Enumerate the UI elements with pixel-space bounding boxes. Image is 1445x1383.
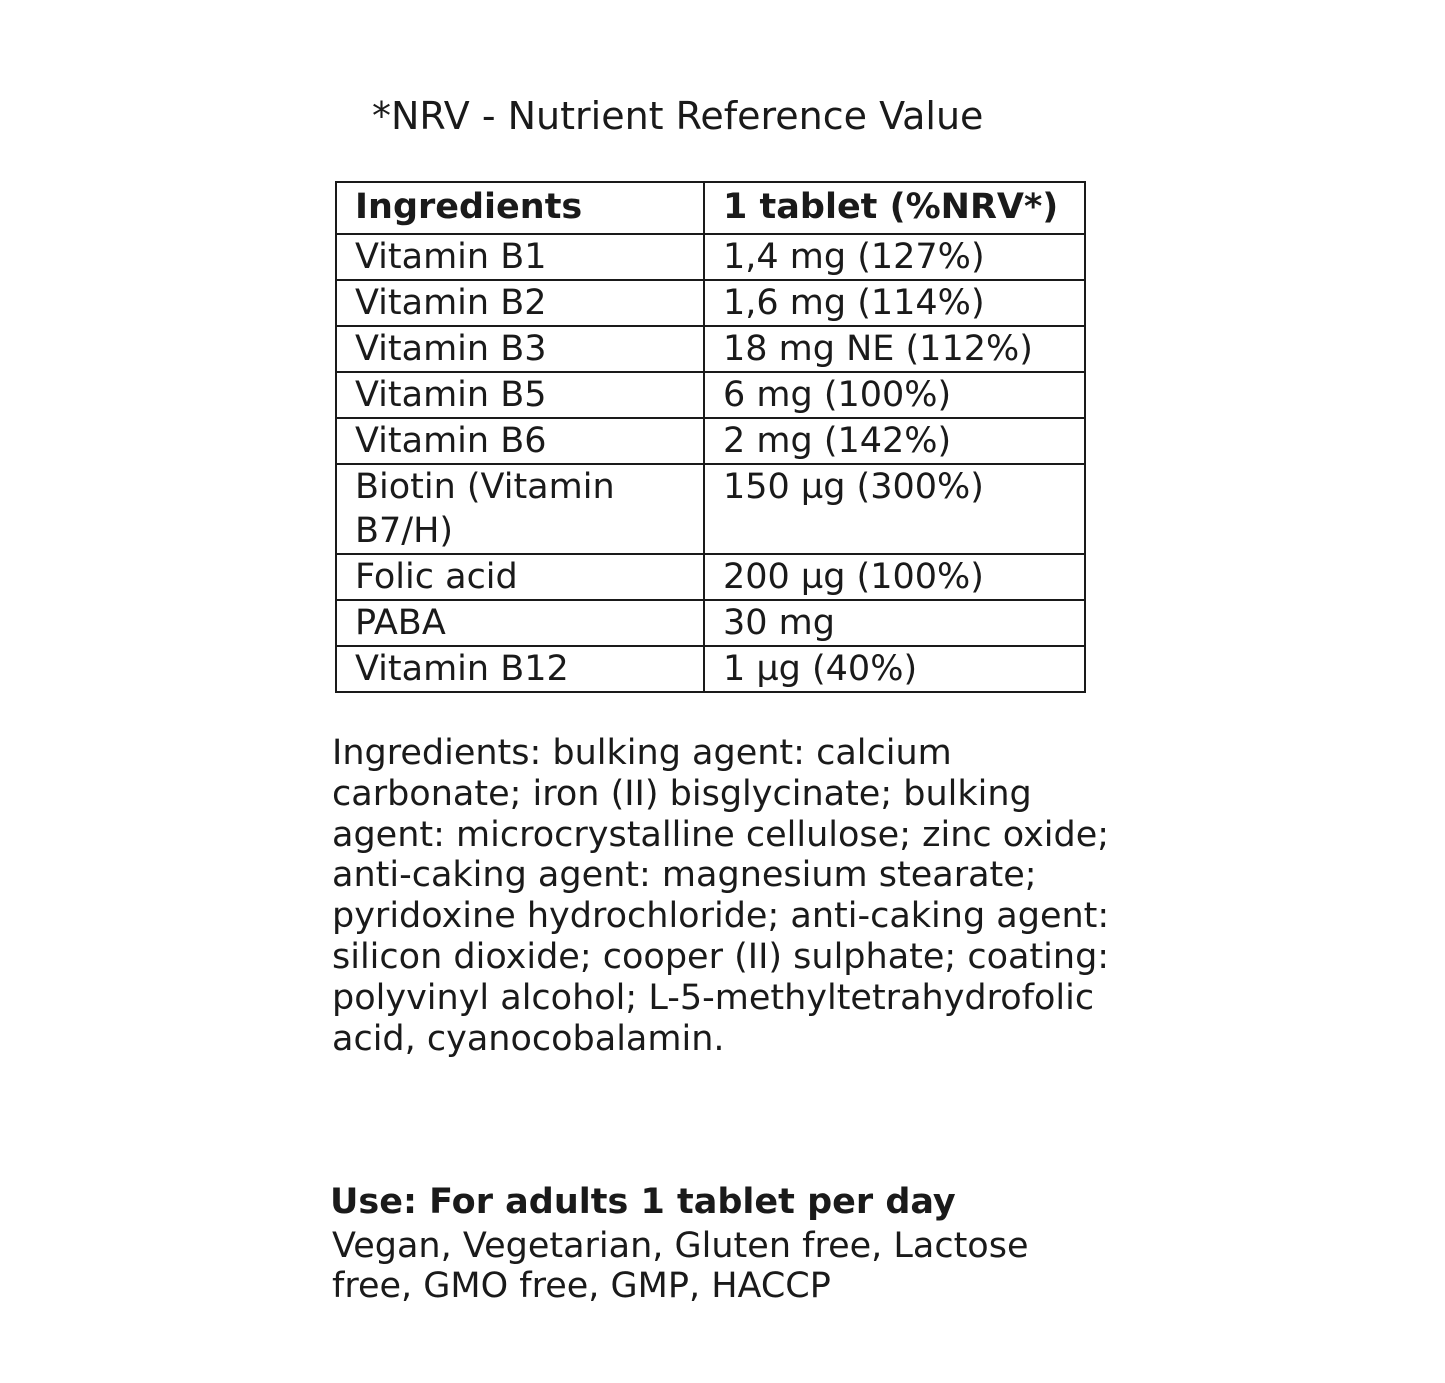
table-row: Vitamin B5 6 mg (100%) — [335, 371, 1086, 419]
ingredient-cell: Biotin (Vitamin B7/H) — [335, 463, 705, 555]
header-ingredients: Ingredients — [335, 181, 705, 235]
ingredient-cell: Vitamin B2 — [335, 279, 705, 327]
table-row: Folic acid 200 µg (100%) — [335, 553, 1086, 601]
amount-cell: 150 µg (300%) — [703, 463, 1086, 555]
ingredient-cell: Vitamin B3 — [335, 325, 705, 373]
amount-cell: 1,4 mg (127%) — [703, 233, 1086, 281]
amount-cell: 200 µg (100%) — [703, 553, 1086, 601]
amount-cell: 6 mg (100%) — [703, 371, 1086, 419]
table-header: Ingredients 1 tablet (%NRV*) — [335, 181, 1086, 235]
table-row: Vitamin B3 18 mg NE (112%) — [335, 325, 1086, 373]
ingredient-cell: Vitamin B12 — [335, 645, 705, 693]
nutrition-table: Ingredients 1 tablet (%NRV*) Vitamin B1 1… — [335, 181, 1086, 693]
amount-cell: 1 µg (40%) — [703, 645, 1086, 693]
amount-cell: 30 mg — [703, 599, 1086, 647]
ingredient-cell: PABA — [335, 599, 705, 647]
amount-cell: 2 mg (142%) — [703, 417, 1086, 465]
table-row: Vitamin B1 1,4 mg (127%) — [335, 233, 1086, 281]
claims-text: Vegan, Vegetarian, Gluten free, Lactose … — [332, 1226, 1029, 1306]
ingredient-cell: Vitamin B6 — [335, 417, 705, 465]
ingredient-cell: Vitamin B1 — [335, 233, 705, 281]
table-row: Vitamin B12 1 µg (40%) — [335, 645, 1086, 693]
table-row: Biotin (Vitamin B7/H) 150 µg (300%) — [335, 463, 1086, 555]
nrv-note: *NRV - Nutrient Reference Value — [372, 94, 984, 138]
table-row: PABA 30 mg — [335, 599, 1086, 647]
amount-cell: 18 mg NE (112%) — [703, 325, 1086, 373]
amount-cell: 1,6 mg (114%) — [703, 279, 1086, 327]
ingredients-text: Ingredients: bulking agent: calcium carb… — [332, 733, 1110, 1059]
header-per-tablet: 1 tablet (%NRV*) — [703, 181, 1086, 235]
table-row: Vitamin B2 1,6 mg (114%) — [335, 279, 1086, 327]
ingredient-cell: Folic acid — [335, 553, 705, 601]
usage-text: Use: For adults 1 tablet per day — [330, 1182, 956, 1222]
ingredient-cell: Vitamin B5 — [335, 371, 705, 419]
table-row: Vitamin B6 2 mg (142%) — [335, 417, 1086, 465]
